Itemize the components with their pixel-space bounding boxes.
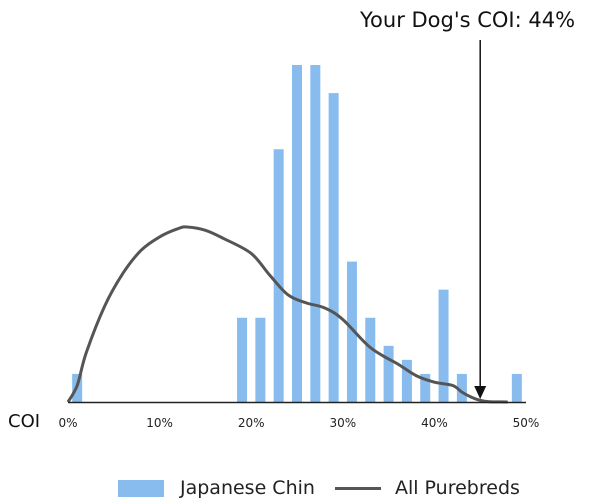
dog-coi-marker-arrowhead	[474, 386, 487, 399]
x-axis-label: COI	[8, 411, 41, 432]
bar-19	[237, 317, 248, 402]
bar-35	[383, 345, 394, 402]
x-tick-label: 40%	[421, 416, 448, 430]
dog-coi-annotation: Your Dog's COI: 44%	[360, 8, 576, 32]
bar-41	[438, 289, 449, 402]
bar-39	[420, 373, 431, 402]
all-purebreds-line	[66, 225, 508, 404]
x-tick-label: 50%	[513, 416, 540, 430]
x-tick-label: 30%	[329, 416, 356, 430]
bar-29	[328, 93, 339, 402]
bar-49	[511, 373, 522, 402]
x-tick-label: 0%	[58, 416, 77, 430]
legend-label-all-purebreds: All Purebreds	[394, 477, 520, 499]
bar-21	[255, 317, 266, 402]
bar-23	[273, 149, 284, 402]
legend-line-swatch	[334, 486, 381, 490]
japanese-chin-bars	[72, 65, 522, 402]
x-axis-tick-labels: 0% 10% 20% 30% 40% 50%	[58, 416, 539, 430]
x-tick-label: 10%	[146, 416, 173, 430]
bar-43	[456, 373, 467, 402]
legend-bar-swatch	[118, 479, 164, 497]
bar-27	[310, 65, 321, 402]
legend: Japanese Chin All Purebreds	[118, 476, 520, 500]
bar-37	[401, 359, 412, 402]
x-tick-label: 20%	[238, 416, 265, 430]
bar-31	[346, 261, 357, 402]
bar-33	[365, 317, 376, 402]
legend-label-japanese-chin: Japanese Chin	[180, 477, 315, 499]
bar-25	[292, 65, 302, 402]
